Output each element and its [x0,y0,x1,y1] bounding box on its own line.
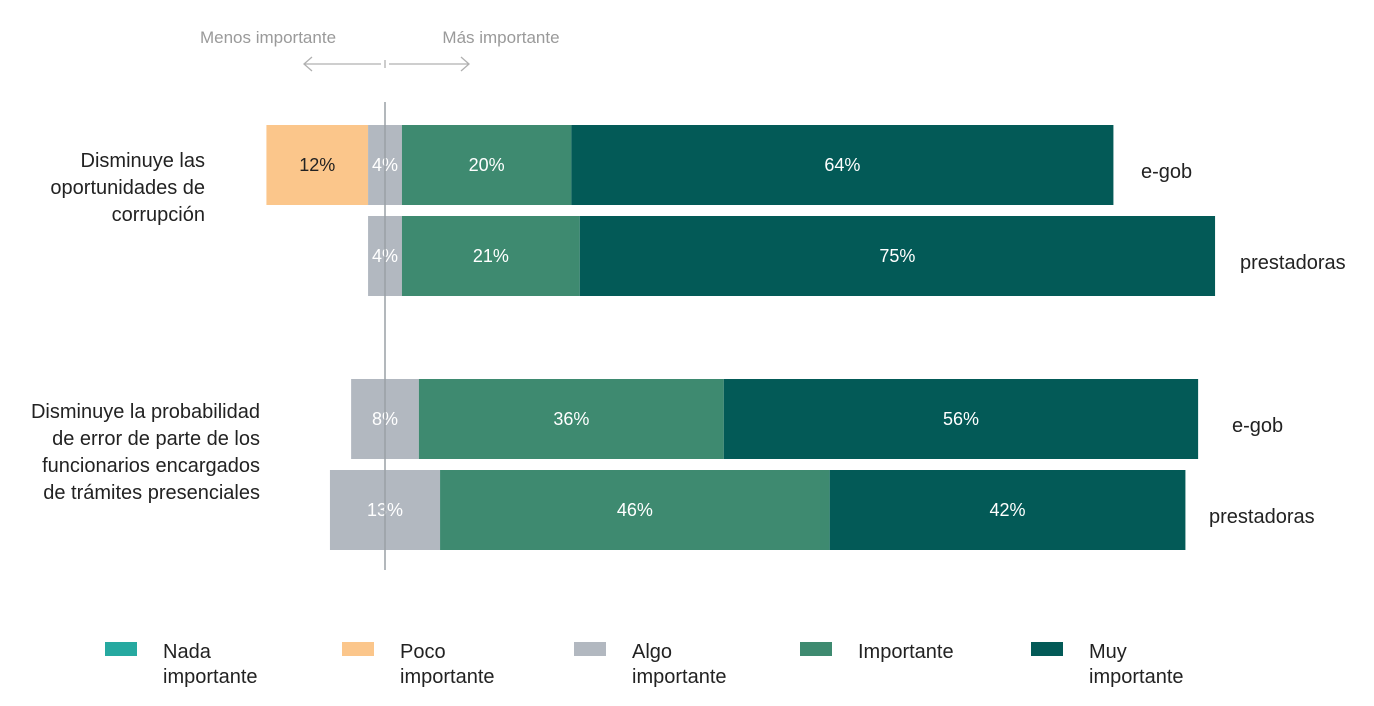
data-label: 12% [299,155,335,175]
bar-g2-e-gob: 8% 36% 56% [351,379,1199,459]
segment-importante [401,216,580,296]
data-label: 46% [617,500,653,520]
legend-label-importante: Importante [858,641,954,663]
bar-g2-prestadoras: 13% 46% 42% [329,470,1186,550]
legend-label-poco-importante: Poco importante [400,641,495,688]
bar-label-prestadoras: prestadoras [1209,506,1315,528]
hint-more-important: Más importante [442,28,559,47]
bar-label-prestadoras: prestadoras [1240,252,1346,274]
direction-arrows [303,56,470,72]
segment-muy-importante [579,216,1216,296]
legend-label-algo-importante: Algo importante [632,641,727,688]
bar-label-e-gob: e-gob [1232,415,1283,437]
legend-label-muy-importante: Muy importante [1089,641,1184,688]
segment-muy-importante [829,470,1186,550]
segment-muy-importante [723,379,1199,459]
legend-label-nada-importante: Nada importante [163,641,258,688]
data-label: 42% [990,500,1026,520]
data-label: 20% [469,155,505,175]
legend-swatch-poco-importante [342,642,374,656]
legend-swatch-muy-importante [1031,642,1063,656]
legend-swatch-algo-importante [574,642,606,656]
legend-swatch-nada-importante [105,642,137,656]
bar-g1-e-gob: 12% 4% 20% 64% [266,125,1114,205]
segment-importante [401,125,572,205]
legend: Nada importante Poco importante Algo importan… [105,641,1184,688]
data-label: 36% [553,409,589,429]
data-label: 75% [879,246,915,266]
bar-label-e-gob: e-gob [1141,161,1192,183]
hint-less-important: Menos importante [200,28,336,47]
segment-importante [418,379,724,459]
segment-importante [440,470,830,550]
segment-poco-importante [266,125,369,205]
segment-muy-importante [571,125,1114,205]
data-label: 64% [824,155,860,175]
group-label-1: Disminuye las oportunidades de corrupción [50,150,205,226]
data-label: 56% [943,409,979,429]
data-label: 21% [473,246,509,266]
legend-swatch-importante [800,642,832,656]
bar-g1-prestadoras: 4% 21% 75% [368,216,1216,296]
group-label-2: Disminuye la probabilidad de error de par… [31,401,260,504]
